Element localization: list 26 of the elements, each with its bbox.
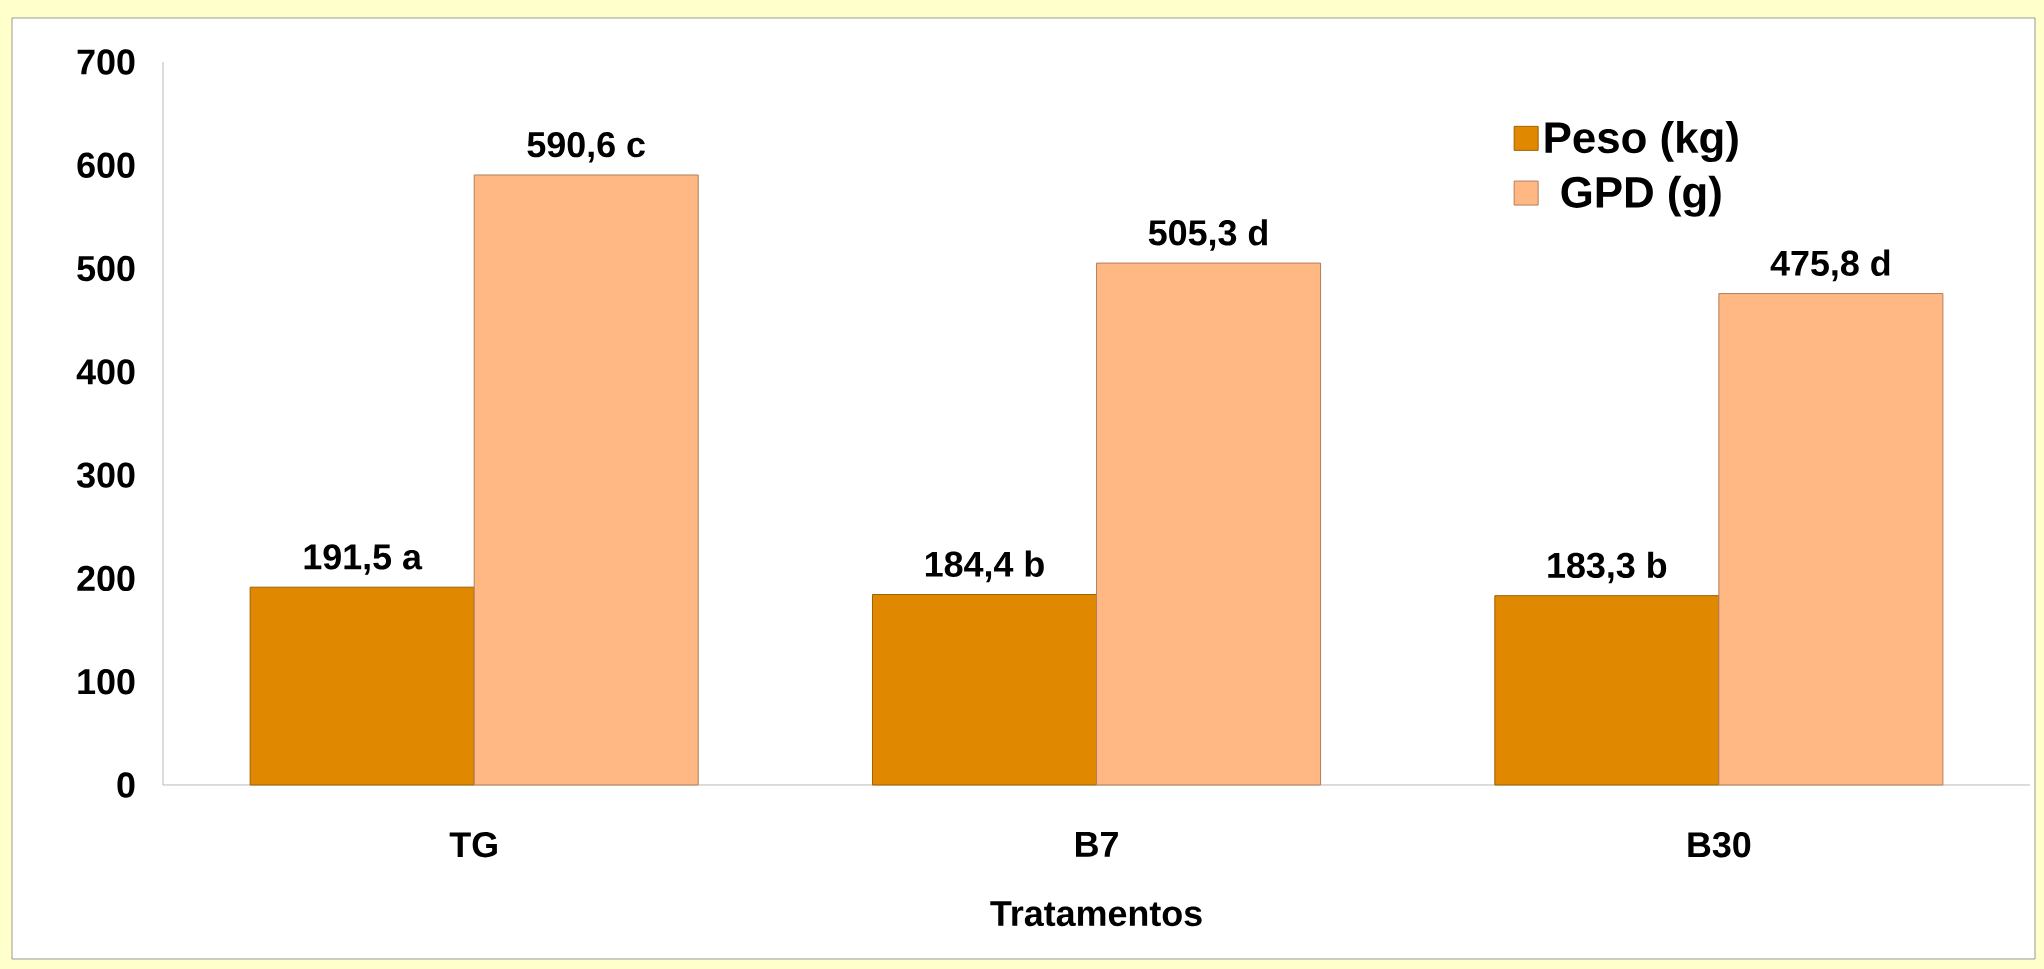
data-label: 191,5 a bbox=[304, 544, 423, 575]
y-tick-label: 300 bbox=[76, 462, 135, 488]
y-tick-label: 400 bbox=[76, 359, 135, 385]
bar bbox=[473, 174, 699, 786]
data-label: 183,3 b bbox=[1548, 551, 1667, 584]
bar bbox=[1494, 595, 1720, 786]
y-tick-label: 700 bbox=[77, 49, 135, 75]
x-axis-title: Tratamentos bbox=[990, 901, 1202, 927]
data-label: 184,4 b bbox=[925, 550, 1044, 583]
x-tick-label: B7 bbox=[1076, 832, 1118, 857]
y-tick-label: 100 bbox=[78, 668, 135, 695]
bar bbox=[1096, 262, 1322, 786]
y-tick-label: 0 bbox=[117, 772, 135, 798]
legend-label: GPD (g) bbox=[1561, 175, 1721, 217]
x-tick-label: B30 bbox=[1688, 832, 1751, 858]
bar bbox=[249, 586, 475, 786]
bar bbox=[1718, 293, 1944, 786]
data-label: 475,8 d bbox=[1770, 249, 1890, 282]
x-tick-label: TG bbox=[449, 832, 497, 858]
bar bbox=[871, 594, 1098, 786]
data-label: 590,6 c bbox=[527, 131, 645, 163]
y-tick-label: 200 bbox=[77, 565, 135, 592]
y-tick-label: 500 bbox=[77, 255, 135, 282]
legend-label: Peso (kg) bbox=[1545, 120, 1738, 163]
y-tick-label: 600 bbox=[77, 152, 135, 178]
data-label: 505,3 d bbox=[1148, 219, 1267, 251]
